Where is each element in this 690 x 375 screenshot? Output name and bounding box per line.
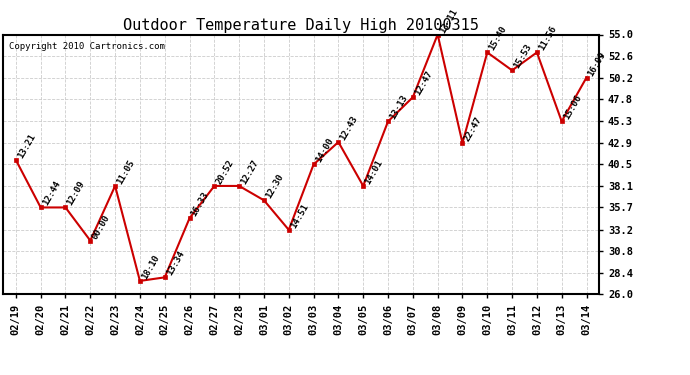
Text: 12:09: 12:09: [66, 180, 87, 207]
Text: 16:33: 16:33: [190, 190, 210, 218]
Text: 16:09: 16:09: [586, 50, 608, 78]
Text: 14:51: 14:51: [289, 202, 310, 230]
Text: 12:30: 12:30: [264, 172, 285, 200]
Text: 12:27: 12:27: [239, 158, 260, 186]
Text: 14:00: 14:00: [313, 136, 335, 164]
Text: 20:52: 20:52: [215, 158, 235, 186]
Text: 15:40: 15:40: [487, 25, 509, 52]
Text: 11:56: 11:56: [537, 25, 558, 52]
Text: 18:10: 18:10: [140, 253, 161, 281]
Text: Copyright 2010 Cartronics.com: Copyright 2010 Cartronics.com: [10, 42, 166, 51]
Text: 11:05: 11:05: [115, 158, 137, 186]
Text: 12:43: 12:43: [338, 114, 359, 142]
Text: 13:34: 13:34: [165, 250, 186, 278]
Text: 13:13: 13:13: [388, 94, 409, 122]
Text: 14:01: 14:01: [363, 158, 384, 186]
Text: 12:44: 12:44: [41, 180, 62, 207]
Text: 22:47: 22:47: [462, 115, 484, 143]
Text: 00:00: 00:00: [90, 213, 112, 241]
Text: 13:21: 13:21: [16, 132, 37, 160]
Text: 15:53: 15:53: [512, 43, 533, 70]
Text: 13:11: 13:11: [437, 7, 459, 34]
Text: 15:06: 15:06: [562, 94, 583, 122]
Title: Outdoor Temperature Daily High 20100315: Outdoor Temperature Daily High 20100315: [124, 18, 479, 33]
Text: 12:47: 12:47: [413, 69, 434, 97]
